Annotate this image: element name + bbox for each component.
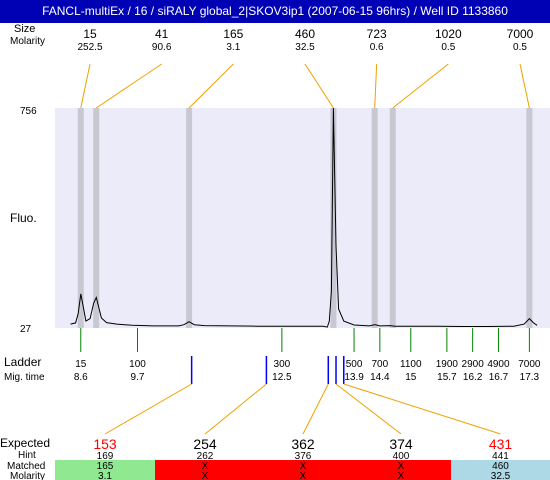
matched-label: X [398,461,405,472]
ladder-time-label: 12.5 [272,372,292,383]
peak-callout-line [392,63,449,109]
hint-row-label: Hint [18,450,36,461]
matched-label: 165 [97,461,114,472]
hint-label: 262 [197,451,214,462]
ladder-size-label: 300 [274,359,291,370]
ladder-time-label: 8.6 [74,372,88,383]
y-tick-min: 27 [20,324,32,335]
peak-band [77,108,84,328]
fluorescence-trace [70,107,538,328]
molarity-row-label: Molarity [10,471,45,480]
matched-cell [155,460,255,480]
expected-callout-line [302,383,329,435]
ladder-time-label: 14.4 [370,372,390,383]
peak-band [526,108,533,328]
hint-label: 169 [97,451,114,462]
matched-cell [255,460,351,480]
ladder-size-label: 1900 [436,359,459,370]
matched-label: X [202,461,209,472]
peak-callout-line [374,63,378,109]
matched-label: X [300,461,307,472]
hint-label: 376 [295,451,312,462]
expected-size-label: 431 [489,436,513,452]
peak-callout-line [95,63,162,109]
peak-size-label: 1020 [435,27,462,41]
peak-molarity-label: 0.5 [513,42,527,53]
ladder-size-label: 4900 [487,359,510,370]
peak-size-label: 7000 [507,27,534,41]
peak-band [186,108,193,328]
expected-callout-line [104,383,192,435]
expected-size-label: 362 [291,436,315,452]
matched-molarity-label: 32.5 [491,471,511,480]
plot-area [55,108,550,328]
peak-callout-line [519,63,530,109]
ladder-time-label: 16.7 [489,372,509,383]
expected-size-label: 254 [193,436,217,452]
peak-size-label: 15 [83,27,97,41]
ladder-time-label: 15 [405,372,417,383]
ladder-time-label: 13.9 [344,372,364,383]
expected-callout-line [343,383,501,435]
peak-callout-line [80,63,91,109]
matched-label: 460 [492,461,509,472]
peak-size-label: 41 [155,27,169,41]
peak-molarity-label: 0.6 [370,42,384,53]
peak-size-label: 460 [295,27,315,41]
hint-label: 441 [492,451,509,462]
peak-callout-line [304,63,334,109]
matched-row-label: Matched [7,461,45,472]
ladder-size-label: 7000 [518,359,541,370]
expected-size-label: 374 [389,436,413,452]
ladder-time-label: 15.7 [437,372,457,383]
matched-molarity-label: 3.1 [98,471,112,480]
matched-molarity-label: X [202,471,209,480]
peak-molarity-row-label: Molarity [10,36,45,47]
ladder-time-label: 9.7 [131,372,145,383]
ladder-size-label: 700 [372,359,389,370]
mig-time-row-label: Mig. time [4,372,45,383]
expected-callout-line [204,383,267,435]
ladder-size-label: 15 [75,359,87,370]
matched-cell [55,460,155,480]
matched-cell [451,460,550,480]
ladder-size-label: 100 [129,359,146,370]
ladder-size-label: 500 [346,359,363,370]
ladder-time-label: 16.2 [463,372,483,383]
expected-callout-line [335,383,402,435]
peak-band [389,108,396,328]
peak-size-label: 723 [367,27,387,41]
matched-molarity-label: X [300,471,307,480]
expected-size-label: 153 [93,436,117,452]
ladder-time-label: 17.3 [520,372,540,383]
fluo-axis-label: Fluo. [10,211,37,225]
peak-band [371,108,378,328]
peak-band [93,108,100,328]
peak-molarity-label: 252.5 [77,42,102,53]
peak-molarity-label: 90.6 [152,42,172,53]
ladder-size-label: 2900 [462,359,485,370]
expected-row-label: Expected [0,436,50,450]
peak-band [330,108,337,328]
peak-size-label: 165 [223,27,243,41]
peak-callout-line [188,63,234,109]
hint-label: 400 [393,451,410,462]
peak-molarity-label: 32.5 [295,42,315,53]
peak-molarity-label: 0.5 [441,42,455,53]
y-tick-max: 756 [20,106,37,117]
ladder-row-label: Ladder [4,355,41,369]
matched-molarity-label: X [398,471,405,480]
ladder-size-label: 1100 [400,359,422,370]
window-title: FANCL-multiEx / 16 / siRALY global_2|SKO… [0,0,550,23]
peak-molarity-label: 3.1 [226,42,240,53]
matched-cell [351,460,451,480]
peak-size-row-label: Size [14,23,35,35]
